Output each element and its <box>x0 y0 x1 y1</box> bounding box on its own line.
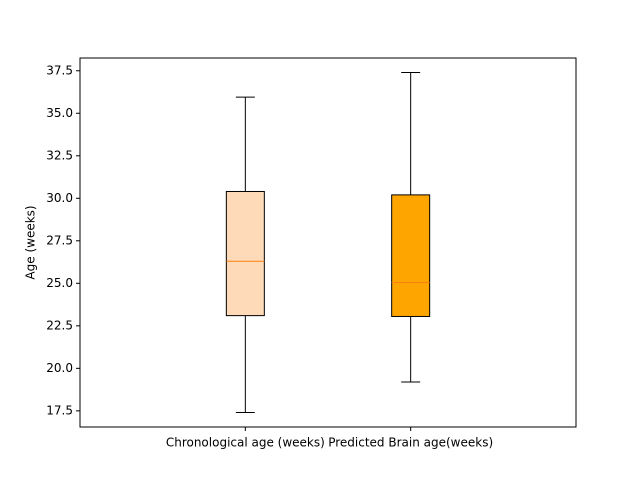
box-1 <box>225 96 265 414</box>
iqr-box <box>225 190 265 317</box>
plot-area <box>225 71 431 414</box>
y-tick-label: 25.0 <box>46 276 73 290</box>
y-tick-label: 35.0 <box>46 106 73 120</box>
y-axis: 17.5 20.0 22.5 25.0 27.5 30.0 32.5 35.0 37.5 <box>46 63 80 417</box>
x-tick-label: Predicted Brain age(weeks) <box>328 436 493 450</box>
y-tick-label: 27.5 <box>46 233 73 247</box>
y-tick-label: 32.5 <box>46 148 73 162</box>
x-axis: Chronological age (weeks) Predicted Brain… <box>166 427 493 450</box>
y-tick-label: 20.0 <box>46 361 73 375</box>
y-tick-label: 30.0 <box>46 191 73 205</box>
plot-frame <box>79 57 577 428</box>
y-tick-label: 17.5 <box>46 403 73 417</box>
y-axis-label: Age (weeks) <box>24 205 38 279</box>
y-tick-label: 22.5 <box>46 318 73 332</box>
iqr-box <box>391 194 431 317</box>
box-2 <box>391 71 431 383</box>
y-tick-label: 37.5 <box>46 63 73 77</box>
x-tick-label: Chronological age (weeks) <box>166 436 325 450</box>
